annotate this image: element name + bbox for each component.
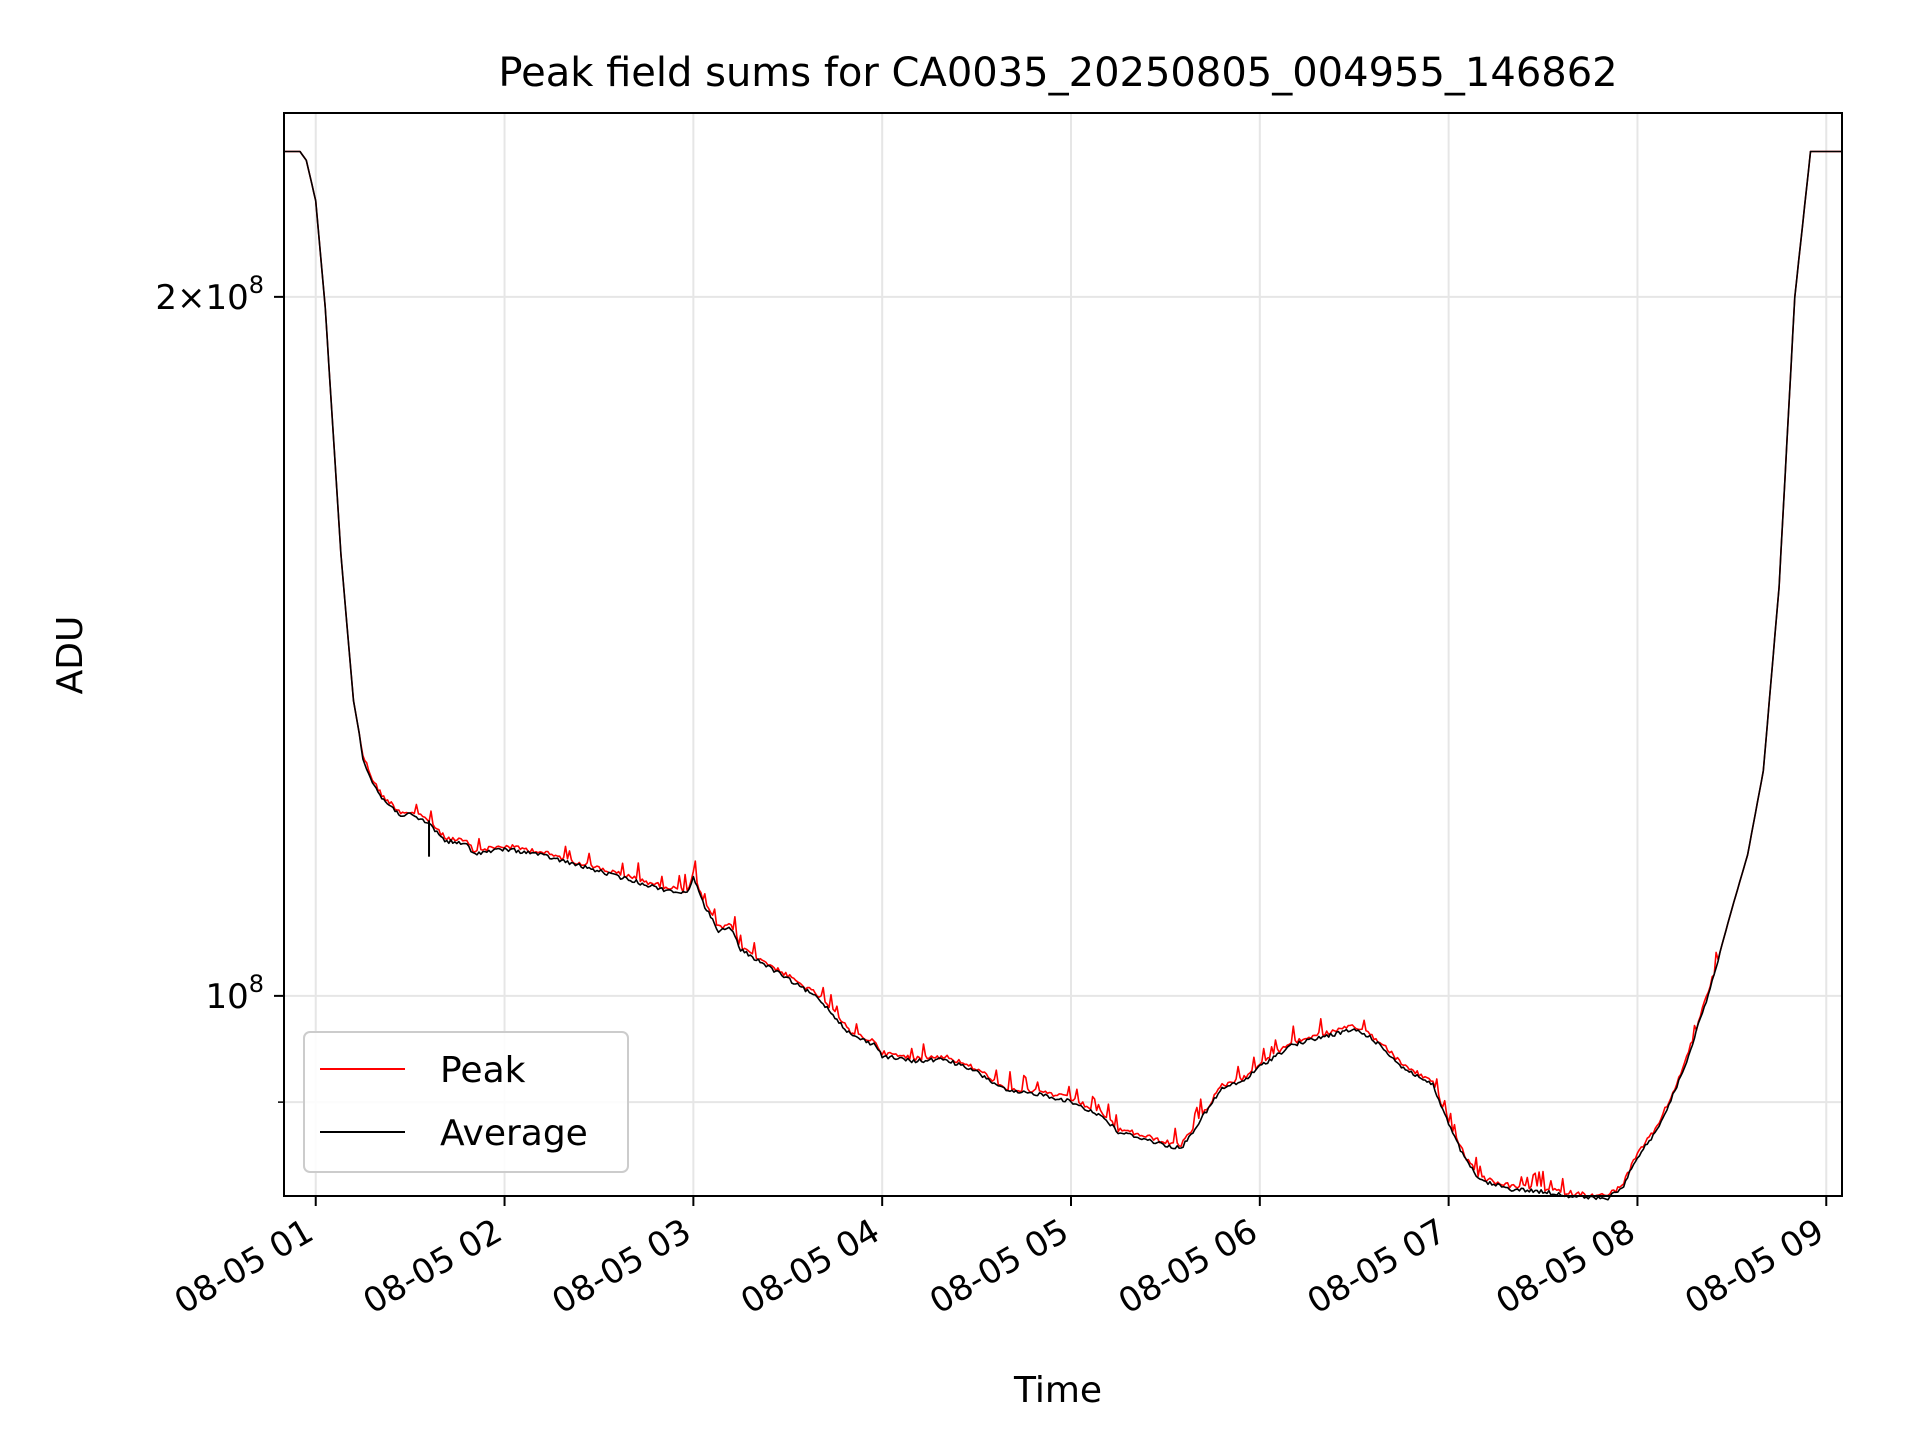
series-line-peak [284, 150, 1842, 1199]
x-axis-label: Time [1013, 1370, 1102, 1411]
legend-label-peak: Peak [440, 1050, 526, 1091]
legend: Peak Average [303, 1031, 629, 1173]
chart-title: Peak field sums for CA0035_20250805_0049… [498, 50, 1617, 96]
y-axis: 108 2×108 [155, 271, 284, 1103]
y-axis-label: ADU [50, 616, 91, 695]
plot-frame [283, 112, 1843, 1197]
grid [284, 113, 1842, 1196]
y-tick-label: 108 [205, 970, 264, 1017]
legend-label-average: Average [440, 1113, 588, 1154]
legend-box [303, 1031, 629, 1173]
y-tick-label: 2×108 [155, 271, 264, 318]
